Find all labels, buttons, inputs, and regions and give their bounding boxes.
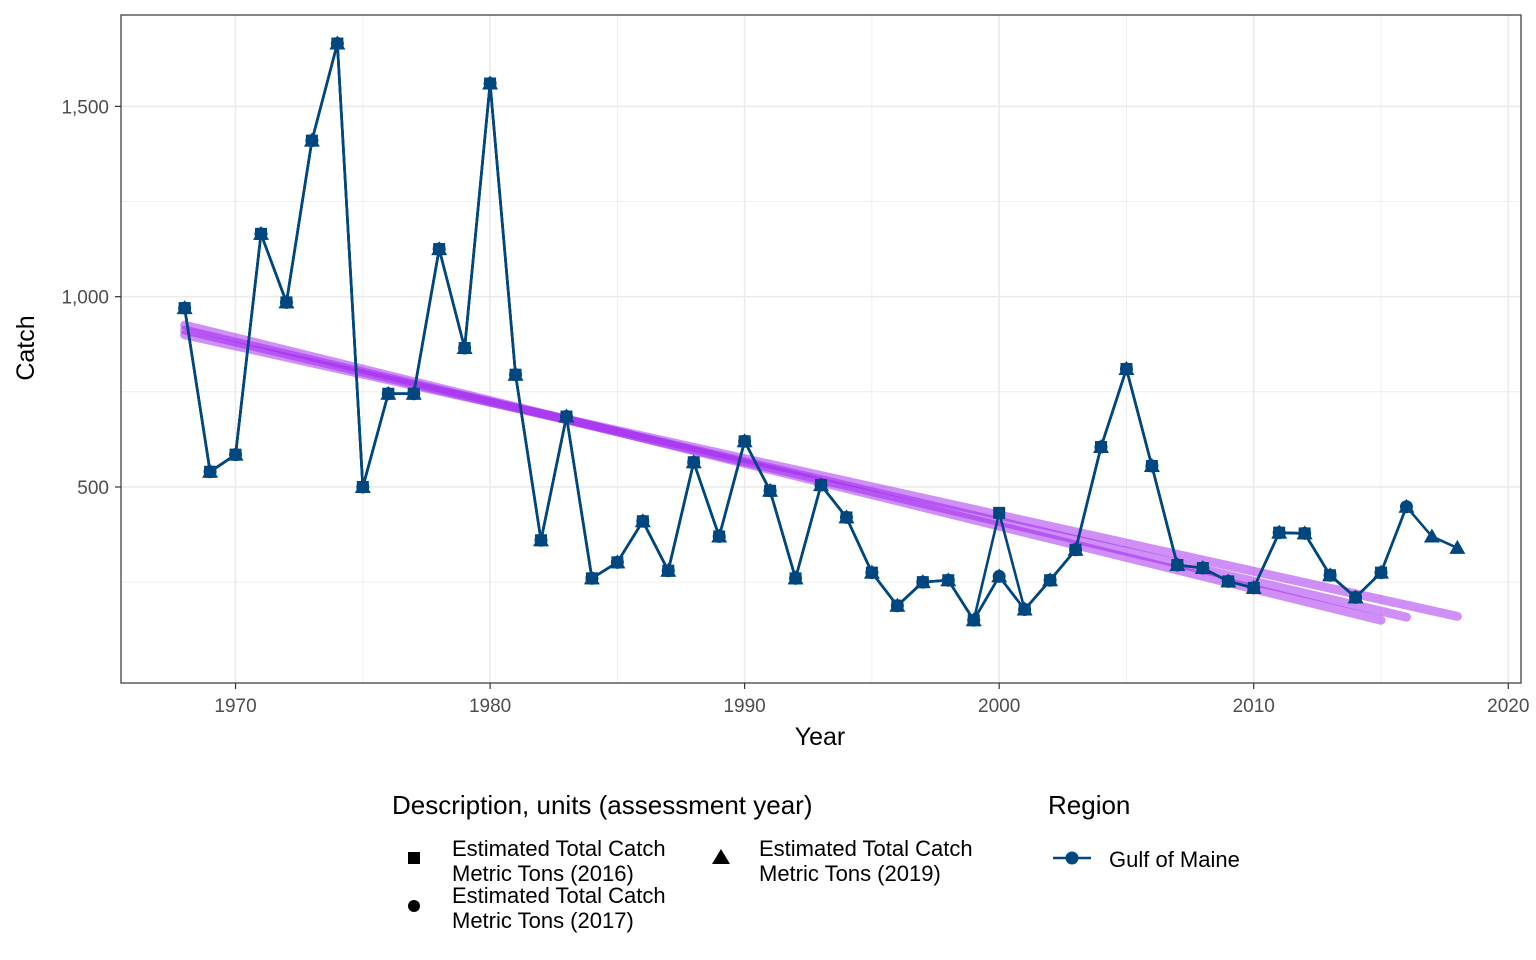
- trend-lines: [180, 320, 1462, 625]
- data-point-triangle: [1449, 539, 1466, 554]
- triangle-marker-icon: [712, 849, 730, 864]
- x-axis-ticks: 1970 1980 1990 2000 2010 2020: [214, 683, 1529, 717]
- data-point-triangle: [660, 562, 677, 577]
- data-point-triangle: [1169, 557, 1186, 572]
- x-tick-label: 1990: [723, 696, 765, 717]
- data-point-triangle: [965, 612, 982, 627]
- data-point-triangle: [1245, 579, 1262, 594]
- legend-entry-2019-line2: Metric Tons (2019): [759, 861, 941, 886]
- legend-entry-2016-line1: Estimated Total Catch: [452, 836, 666, 861]
- x-tick-label: 1980: [469, 696, 511, 717]
- data-point-triangle: [329, 35, 346, 50]
- y-tick-label: 500: [77, 478, 109, 499]
- data-point-triangle: [940, 572, 957, 587]
- data-point-triangle: [1296, 525, 1313, 540]
- data-point-triangle: [1373, 564, 1389, 579]
- x-tick-label: 2010: [1233, 696, 1275, 717]
- data-point-triangle: [1423, 528, 1440, 543]
- x-axis-title: Year: [795, 723, 846, 751]
- data-point-triangle: [533, 532, 549, 547]
- data-point-triangle: [1271, 524, 1288, 539]
- series-line-triangle: [183, 42, 1458, 622]
- data-point-triangle: [1143, 458, 1160, 473]
- minor-gridlines: [121, 15, 1521, 683]
- circle-marker-icon: [408, 900, 420, 912]
- data-point-triangle: [863, 564, 880, 579]
- data-point-triangle: [303, 132, 320, 147]
- legend-entry-2016: Estimated Total Catch Metric Tons (2016): [452, 836, 666, 886]
- data-point-triangle: [227, 446, 244, 461]
- data-point-triangle: [558, 408, 575, 423]
- region-legend-label: Gulf of Maine: [1109, 847, 1240, 872]
- region-legend-title: Region: [1048, 790, 1131, 820]
- data-point-triangle: [1194, 560, 1211, 575]
- square-marker-icon: [408, 852, 420, 864]
- data-point-triangle: [1016, 601, 1033, 616]
- data-point-triangle: [914, 574, 931, 589]
- series-lines: [183, 42, 1458, 622]
- data-point-triangle: [253, 225, 269, 240]
- description-legend: Description, units (assessment year) Est…: [392, 790, 1012, 950]
- data-point-triangle: [380, 385, 397, 400]
- data-point-triangle: [278, 294, 295, 309]
- data-point-triangle: [609, 554, 626, 569]
- data-point-triangle: [634, 513, 651, 528]
- data-point-triangle: [354, 478, 371, 493]
- description-legend-title: Description, units (assessment year): [392, 790, 813, 820]
- data-point-triangle: [431, 241, 448, 256]
- line-circle-marker-icon: [1053, 851, 1091, 865]
- x-tick-label: 1970: [214, 696, 256, 717]
- data-point-triangle: [1067, 541, 1084, 556]
- data-point-triangle: [991, 568, 1008, 583]
- series-line-circle: [183, 42, 1408, 622]
- trend-line-3: [180, 330, 1462, 621]
- data-point-triangle: [736, 433, 753, 448]
- data-point-triangle: [711, 528, 728, 543]
- data-point-triangle: [787, 570, 804, 585]
- data-point-triangle: [456, 340, 473, 355]
- y-axis-ticks: 500 1,000 1,500: [61, 97, 121, 499]
- data-point-triangle: [1118, 360, 1135, 375]
- data-point-triangle: [507, 366, 524, 381]
- data-point-square: [993, 506, 1006, 519]
- legend-entry-2019-line1: Estimated Total Catch: [759, 836, 973, 861]
- legend-entry-2019: Estimated Total Catch Metric Tons (2019): [759, 836, 973, 886]
- y-tick-label: 1,500: [61, 97, 109, 118]
- data-point-triangle: [1220, 573, 1237, 588]
- data-point-triangle: [838, 509, 855, 524]
- data-point-triangle: [685, 454, 702, 469]
- y-axis-title: Catch: [12, 315, 40, 380]
- data-point-triangle: [176, 300, 193, 315]
- x-tick-label: 2000: [978, 696, 1020, 717]
- data-point-triangle: [1347, 589, 1364, 604]
- legend-entry-2017: Estimated Total Catch Metric Tons (2017): [452, 883, 666, 933]
- data-points: [176, 35, 1466, 627]
- y-tick-label: 1,000: [61, 288, 109, 309]
- data-point-triangle: [1322, 567, 1339, 582]
- data-point-triangle: [1398, 498, 1415, 513]
- legend-entry-2016-line2: Metric Tons (2016): [452, 861, 634, 886]
- plot-panel-border: [120, 14, 1522, 684]
- data-point-triangle: [202, 463, 219, 478]
- data-point-triangle: [405, 385, 422, 400]
- region-legend: Region Gulf of Maine: [1048, 790, 1308, 890]
- legend-entry-2017-line1: Estimated Total Catch: [452, 883, 666, 908]
- data-point-triangle: [482, 75, 499, 90]
- legend-entry-2017-line2: Metric Tons (2017): [452, 908, 634, 933]
- data-point-triangle: [762, 482, 779, 497]
- data-point-triangle: [1042, 572, 1059, 587]
- x-tick-label: 2020: [1487, 696, 1529, 717]
- data-point-triangle: [813, 477, 829, 492]
- data-point-triangle: [889, 597, 906, 612]
- data-point-triangle: [1093, 439, 1109, 454]
- data-point-triangle: [583, 570, 600, 585]
